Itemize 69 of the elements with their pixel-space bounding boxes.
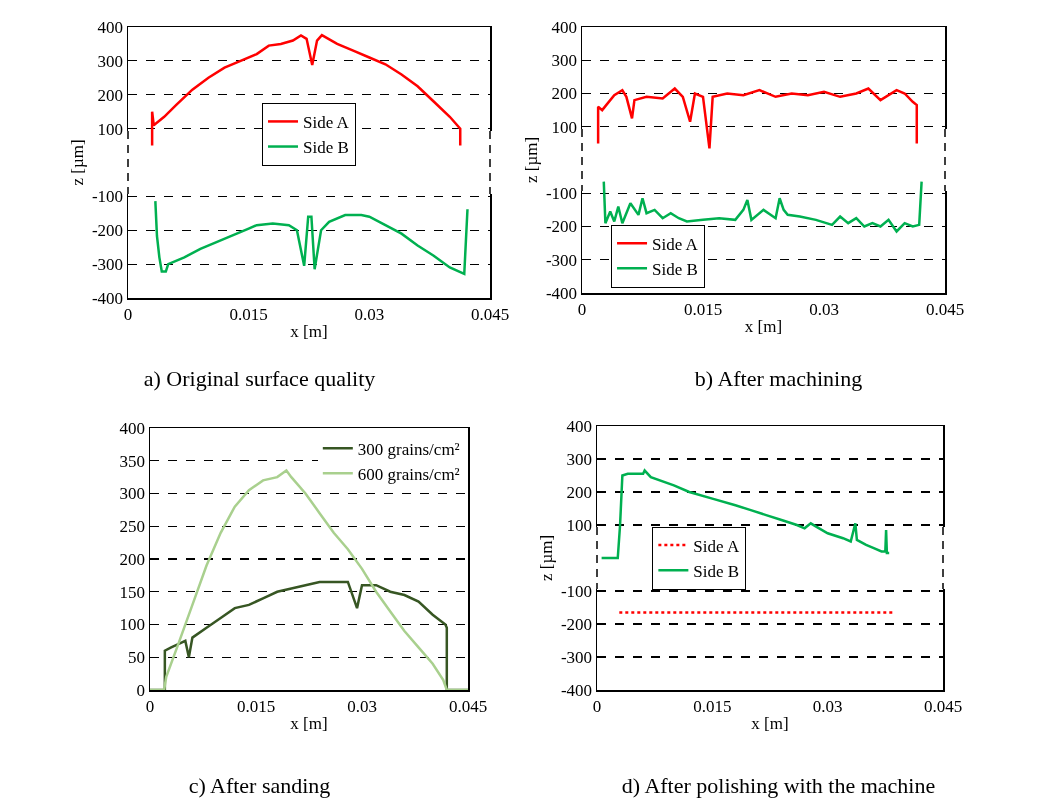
x-axis-title: x [m] [290,714,328,734]
y-axis-title: z [µm] [536,534,556,582]
y-tick-label: -300 [560,647,593,667]
line-series [154,199,469,276]
legend-label: Side B [303,138,349,158]
x-tick-label: 0.015 [236,696,276,716]
text: a) Original surface quality [142,366,377,392]
legend-label: Side A [693,536,740,556]
line-series [150,469,468,690]
x-tick-label: 0.03 [354,304,385,324]
y-tick-label: -200 [545,217,578,237]
x-tick-label: 0.045 [470,304,510,324]
x-tick-label: 0.03 [809,299,839,319]
y-tick-label: 250 [119,517,146,537]
text: b) After machining [693,366,864,392]
legend-label: Side B [652,259,698,279]
x-axis-title: x [m] [751,714,789,734]
y-tick-label: 100 [566,515,593,535]
y-tick-label: -200 [91,221,124,241]
x-tick-label: 0.015 [683,299,723,319]
y-tick-label: 50 [128,648,146,668]
y-tick-label: 300 [551,51,578,71]
y-tick-label: 300 [97,51,124,71]
y-tick-label: 100 [119,615,146,635]
y-tick-label: 100 [551,117,578,137]
text: c) After sanding [187,773,332,799]
y-tick-label: 200 [551,84,578,104]
text: d) After polishing with the machine [620,773,937,799]
y-tick-label: -300 [91,255,124,275]
y-tick-label: 150 [119,582,146,602]
y-tick-label: -200 [560,614,593,634]
y-tick-label: -400 [560,680,593,700]
y-tick-label: 400 [119,418,146,438]
x-tick-label: 0.015 [693,696,732,716]
x-axis-title: x [m] [744,317,783,337]
y-tick-label: -100 [560,581,593,601]
legend-label: Side A [652,234,699,254]
x-tick-label: 0.03 [812,696,843,716]
legend-label: 600 grains/cm² [357,464,460,484]
y-tick-label: 300 [119,484,146,504]
y-tick-label: 200 [566,482,593,502]
x-tick-label: 0.045 [923,696,963,716]
x-axis-title: x [m] [290,322,328,342]
legend-label: 300 grains/cm² [357,439,460,459]
y-tick-label: 400 [566,416,593,436]
line-series [602,180,923,233]
x-tick-label: 0.03 [347,696,377,716]
y-tick-label: 400 [97,17,124,37]
y-axis-title: z [µm] [521,136,541,184]
y-tick-label: 100 [97,119,124,139]
y-tick-label: 200 [97,85,124,105]
x-tick-label: 0.015 [229,304,268,324]
y-tick-label: 400 [551,17,578,37]
line-series [600,469,891,560]
y-tick-label: -400 [91,288,124,308]
y-tick-label: -300 [545,250,578,270]
y-tick-label: 0 [136,680,146,700]
y-tick-label: -100 [91,187,124,207]
y-tick-label: 350 [119,451,146,471]
x-tick-label: 0.045 [448,696,488,716]
y-tick-label: -400 [545,283,578,303]
line-series [596,87,919,150]
x-tick-label: 0.045 [925,299,965,319]
legend-label: Side A [303,113,350,133]
y-tick-label: -100 [545,184,578,204]
y-axis-title: z [µm] [67,139,87,186]
y-tick-label: 300 [566,449,593,469]
legend-label: Side B [693,561,740,581]
y-tick-label: 200 [119,549,146,569]
